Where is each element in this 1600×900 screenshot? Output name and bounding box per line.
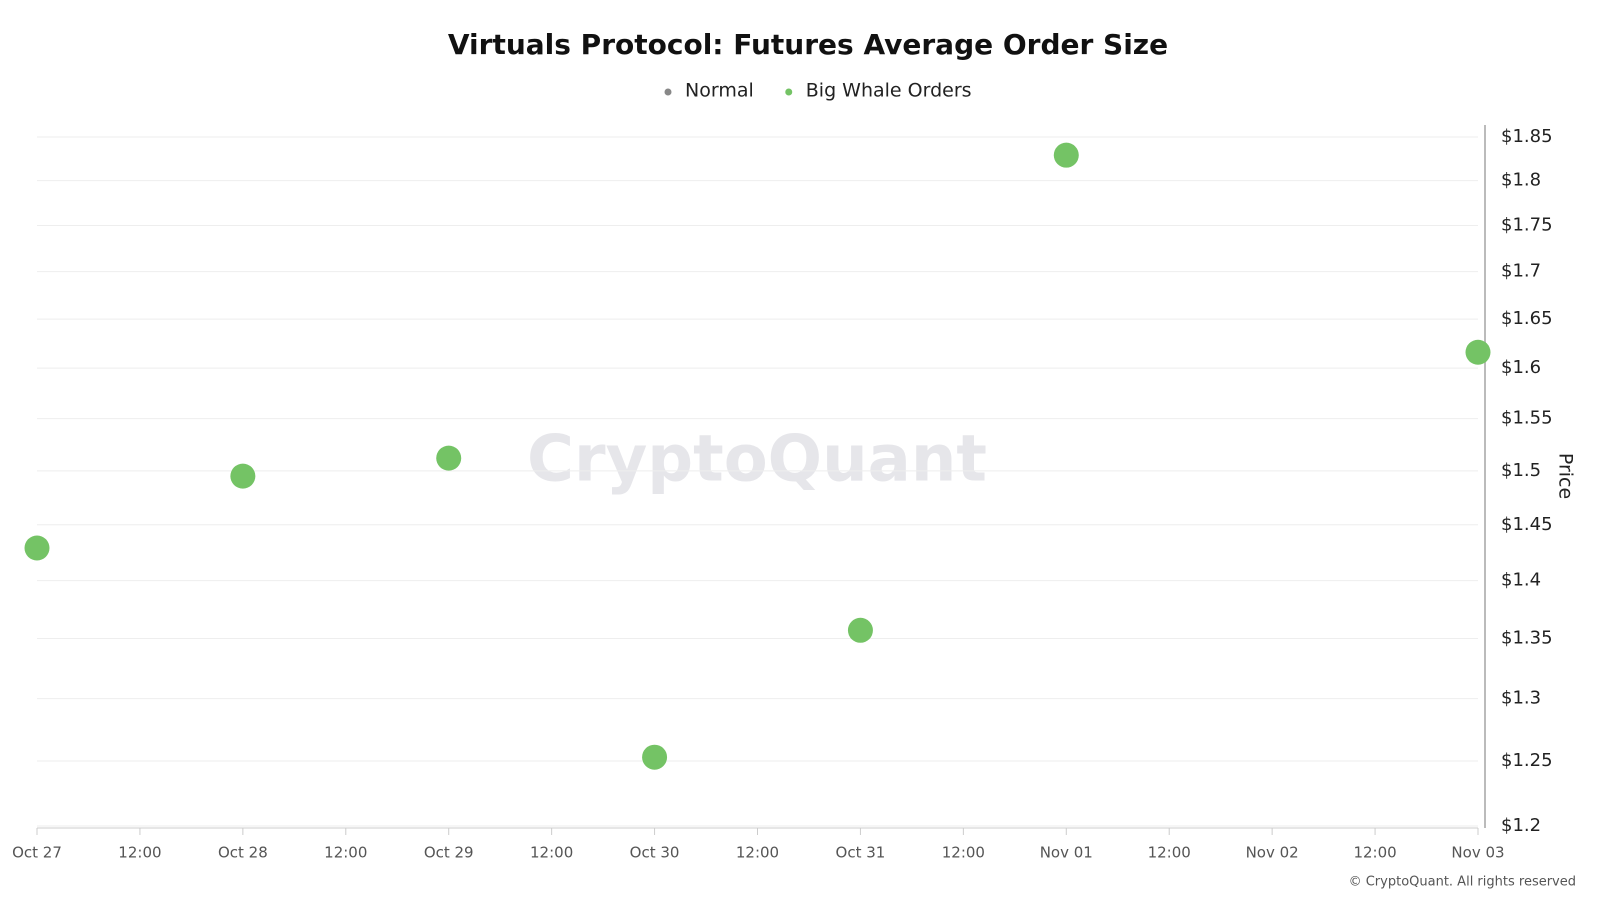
y-tick-label: $1.55 — [1501, 408, 1553, 429]
data-point — [1465, 339, 1491, 365]
footer: © CryptoQuant. All rights reserved — [1349, 875, 1576, 890]
x-tick-label: 12:00 — [324, 844, 367, 862]
legend-label: Normal — [685, 80, 754, 102]
y-tick-label: $1.4 — [1501, 570, 1541, 591]
y-tick-label: $1.2 — [1501, 815, 1541, 836]
y-tick-label: $1.7 — [1501, 261, 1541, 282]
y-tick-label: $1.85 — [1501, 126, 1553, 147]
x-tick-label: Oct 29 — [424, 844, 474, 862]
x-tick-label: Oct 30 — [630, 844, 680, 862]
x-tick-label: 12:00 — [736, 844, 779, 862]
y-tick-label: $1.65 — [1501, 308, 1553, 329]
data-point — [436, 445, 462, 471]
chart-title: Virtuals Protocol: Futures Average Order… — [448, 28, 1168, 61]
data-point — [230, 463, 256, 489]
legend-label: Big Whale Orders — [806, 80, 972, 102]
x-tick-label: 12:00 — [530, 844, 573, 862]
x-tick-label: 12:00 — [118, 844, 161, 862]
y-axis-label: Price — [1555, 453, 1577, 499]
y-tick-label: $1.35 — [1501, 628, 1553, 649]
data-point — [24, 535, 50, 561]
x-tick-label: 12:00 — [1148, 844, 1191, 862]
x-tick-label: Nov 03 — [1451, 844, 1504, 862]
y-tick-label: $1.3 — [1501, 688, 1541, 709]
x-tick-label: 12:00 — [942, 844, 985, 862]
y-tick-label: $1.45 — [1501, 514, 1553, 535]
y-tick-label: $1.75 — [1501, 214, 1553, 235]
y-tick-label: $1.8 — [1501, 170, 1541, 191]
y-tick-label: $1.25 — [1501, 750, 1553, 771]
x-tick-label: Nov 01 — [1040, 844, 1093, 862]
x-tick-label: Oct 28 — [218, 844, 268, 862]
x-tick-label: Nov 02 — [1246, 844, 1299, 862]
data-point — [847, 617, 873, 643]
y-tick-label: $1.5 — [1501, 460, 1541, 481]
legend-marker — [664, 88, 672, 96]
x-tick-label: Oct 31 — [836, 844, 886, 862]
data-point — [642, 744, 668, 770]
data-point — [1053, 142, 1079, 168]
watermark: CryptoQuant — [527, 423, 987, 497]
x-tick-label: Oct 27 — [12, 844, 62, 862]
legend-marker — [785, 88, 793, 96]
x-tick-label: 12:00 — [1353, 844, 1396, 862]
y-tick-label: $1.6 — [1501, 357, 1541, 378]
